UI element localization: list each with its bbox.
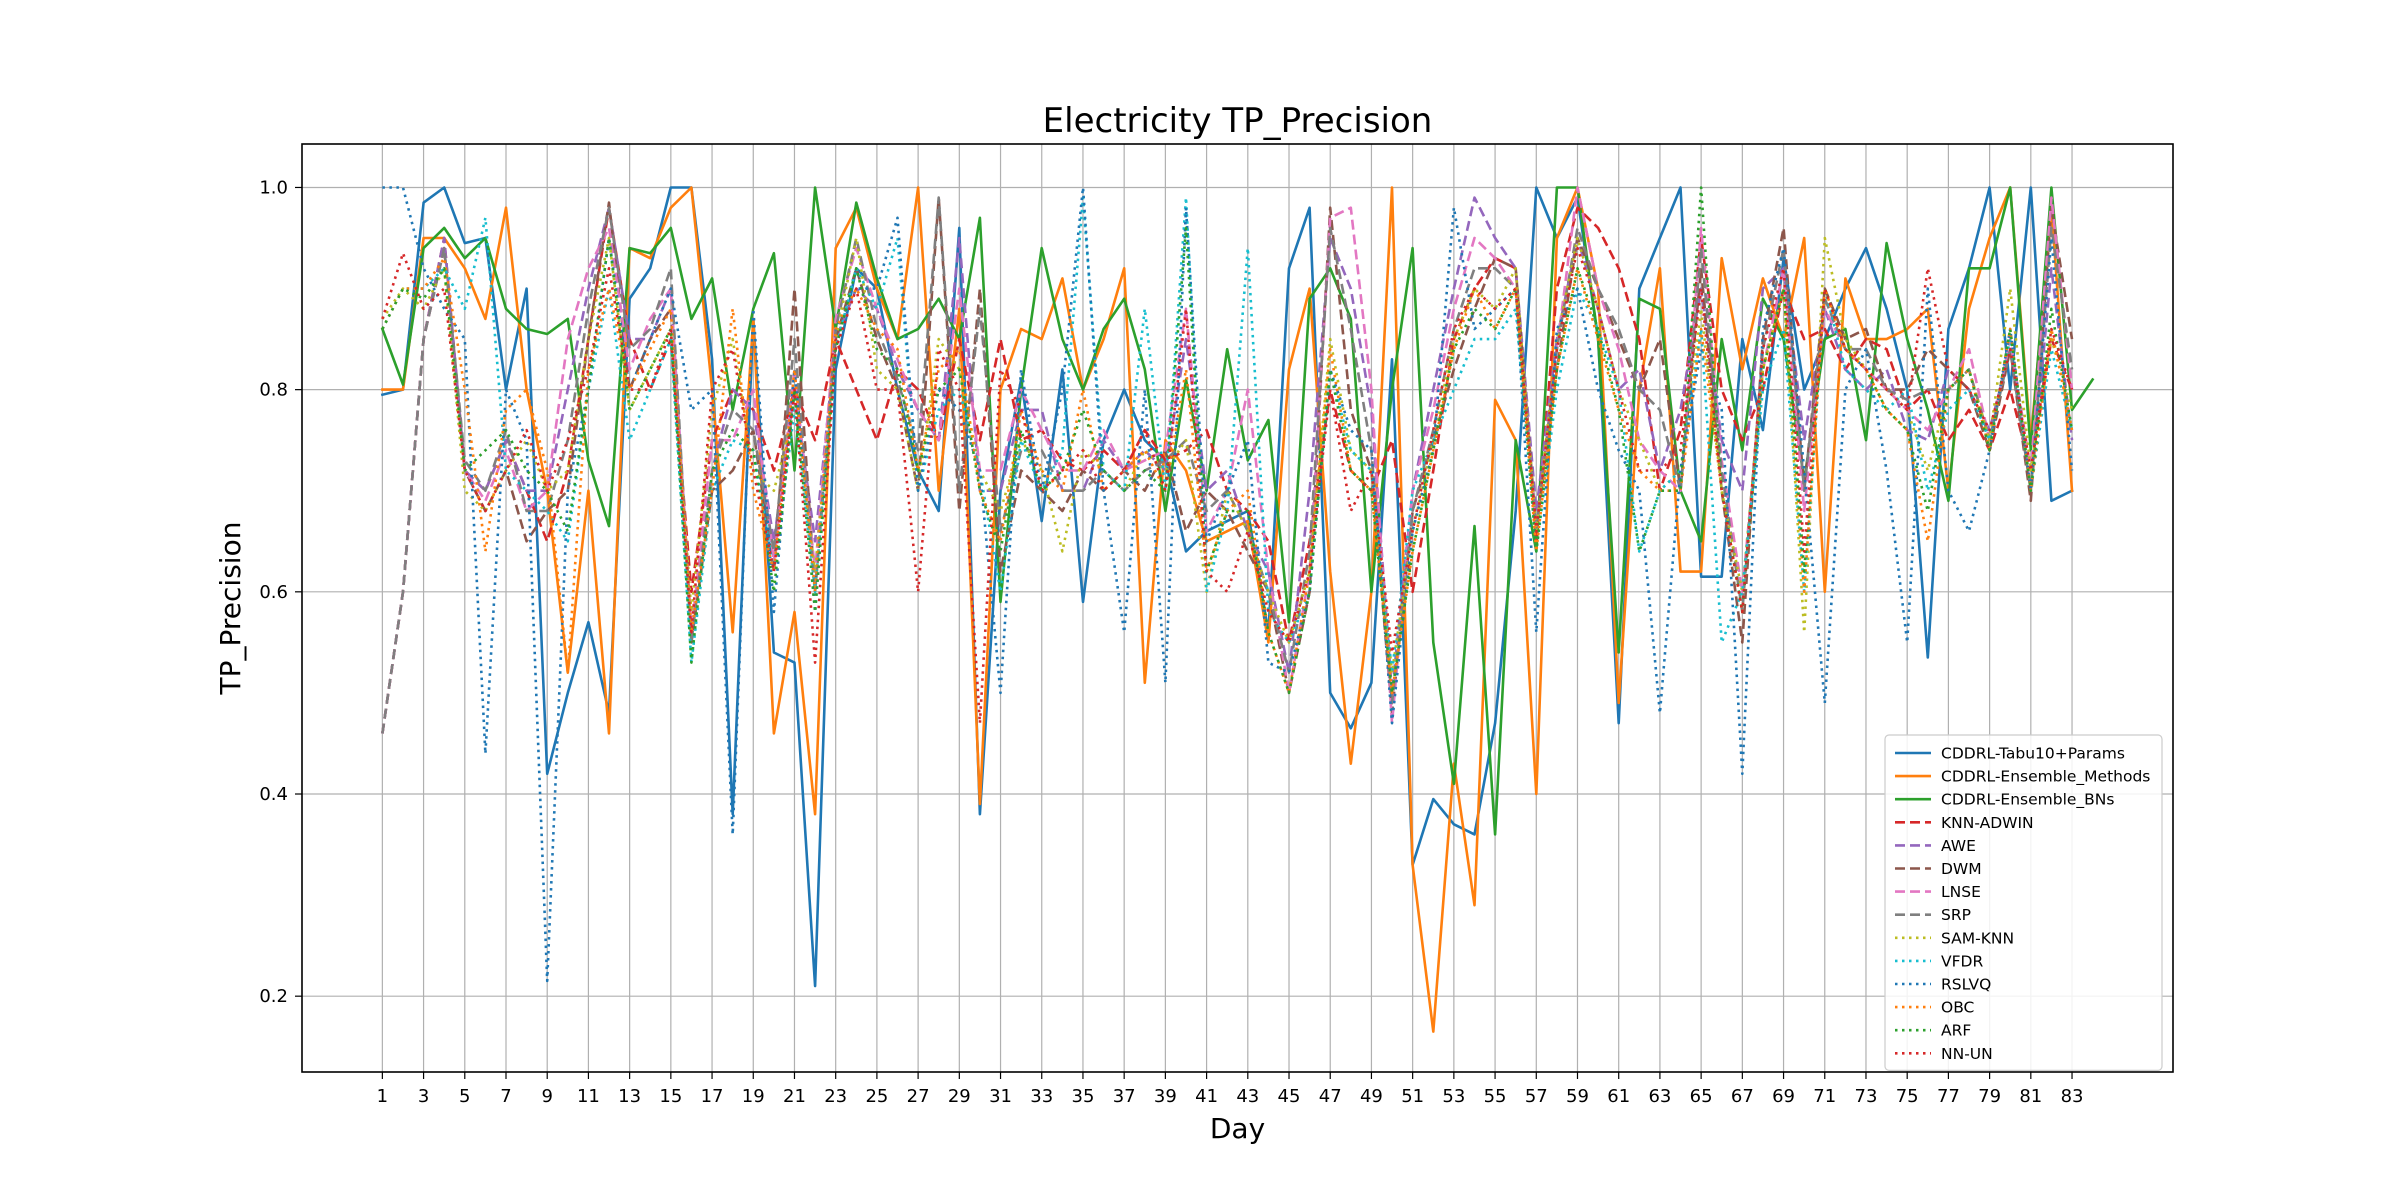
x-tick-label: 9 <box>541 1086 552 1107</box>
series-lines <box>380 186 2095 1033</box>
y-tick-label: 0.8 <box>259 380 288 401</box>
x-tick-label: 65 <box>1690 1086 1713 1107</box>
series-line-13 <box>381 186 2074 695</box>
x-tick-label: 23 <box>824 1086 847 1107</box>
x-axis-label: Day <box>1210 1112 1265 1145</box>
y-axis-label: TP_Precision <box>214 522 247 696</box>
x-tick-label: 25 <box>865 1086 888 1107</box>
legend-entry-label: CDDRL-Tabu10+Params <box>1941 745 2125 763</box>
x-tick-label: 19 <box>742 1086 765 1107</box>
grid <box>302 144 2173 1072</box>
x-tick-label: 51 <box>1401 1086 1424 1107</box>
legend-entry-label: RSLVQ <box>1941 976 1991 994</box>
x-tick-label: 41 <box>1195 1086 1218 1107</box>
x-tick-label: 81 <box>2019 1086 2042 1107</box>
chart-title: Electricity TP_Precision <box>1043 101 1433 141</box>
x-tick-label: 57 <box>1525 1086 1548 1107</box>
y-tick-label: 1.0 <box>259 177 288 198</box>
x-tick-label: 3 <box>418 1086 429 1107</box>
legend-entry-label: DWM <box>1941 860 1982 878</box>
x-tick-label: 73 <box>1855 1086 1878 1107</box>
x-tick-label: 83 <box>2061 1086 2084 1107</box>
x-tick-label: 13 <box>618 1086 641 1107</box>
legend-entry-label: SAM-KNN <box>1941 929 2014 947</box>
y-tick-label: 0.2 <box>259 986 288 1007</box>
x-tick-label: 45 <box>1278 1086 1301 1107</box>
legend-entry-label: OBC <box>1941 999 1974 1017</box>
series-line-14 <box>381 246 2074 725</box>
x-tick-label: 49 <box>1360 1086 1383 1107</box>
x-tick-label: 1 <box>377 1086 388 1107</box>
x-tick-label: 77 <box>1937 1086 1960 1107</box>
x-tick-label: 75 <box>1896 1086 1919 1107</box>
legend-box <box>1884 734 2163 1071</box>
x-tick-label: 59 <box>1566 1086 1589 1107</box>
legend-entry-label: NN-UN <box>1941 1045 1993 1063</box>
x-tick-label: 33 <box>1030 1086 1053 1107</box>
x-tick-label: 15 <box>659 1086 682 1107</box>
x-tick-label: 61 <box>1607 1086 1630 1107</box>
x-tick-label: 27 <box>907 1086 930 1107</box>
x-tick-label: 63 <box>1648 1086 1671 1107</box>
x-tick-label: 71 <box>1813 1086 1836 1107</box>
legend-entry-label: CDDRL-Ensemble_BNs <box>1941 791 2114 810</box>
x-tick-label: 31 <box>989 1086 1012 1107</box>
x-tick-label: 7 <box>500 1086 511 1107</box>
x-tick-label: 5 <box>459 1086 470 1107</box>
legend-entry-label: VFDR <box>1941 952 1983 970</box>
y-tick-label: 0.6 <box>259 582 288 603</box>
x-tick-label: 11 <box>577 1086 600 1107</box>
y-tick-label: 0.4 <box>259 784 288 805</box>
x-tick-label: 55 <box>1484 1086 1507 1107</box>
x-tick-label: 21 <box>783 1086 806 1107</box>
x-tick-label: 47 <box>1319 1086 1342 1107</box>
legend-entry-label: LNSE <box>1941 883 1981 901</box>
x-tick-label: 43 <box>1236 1086 1259 1107</box>
legend-entry-label: KNN-ADWIN <box>1941 814 2034 832</box>
legend-entry-label: ARF <box>1941 1022 1971 1040</box>
series-line-6 <box>381 196 2074 734</box>
x-tick-label: 35 <box>1072 1086 1095 1107</box>
legend-entry-label: SRP <box>1941 906 1971 924</box>
legend: CDDRL-Tabu10+Params CDDRL-Ensemble_Method… <box>1884 734 2163 1071</box>
x-tick-label: 79 <box>1978 1086 2001 1107</box>
legend-entry-label: AWE <box>1941 837 1976 855</box>
x-tick-label: 17 <box>701 1086 724 1107</box>
plot-area-frame <box>301 143 2174 1073</box>
x-tick-label: 29 <box>948 1086 971 1107</box>
x-tick-label: 53 <box>1442 1086 1465 1107</box>
x-tick-label: 39 <box>1154 1086 1177 1107</box>
x-tick-label: 69 <box>1772 1086 1795 1107</box>
axis-ticks: 1 3 5 7 9 11 13 15 17 19 21 23 25 27 29 31 33 35 37 39 41 43 4… <box>259 177 2083 1107</box>
x-tick-label: 67 <box>1731 1086 1754 1107</box>
legend-entry-label: CDDRL-Ensemble_Methods <box>1941 768 2150 787</box>
series-line-10 <box>381 196 2074 675</box>
x-tick-label: 37 <box>1113 1086 1136 1107</box>
